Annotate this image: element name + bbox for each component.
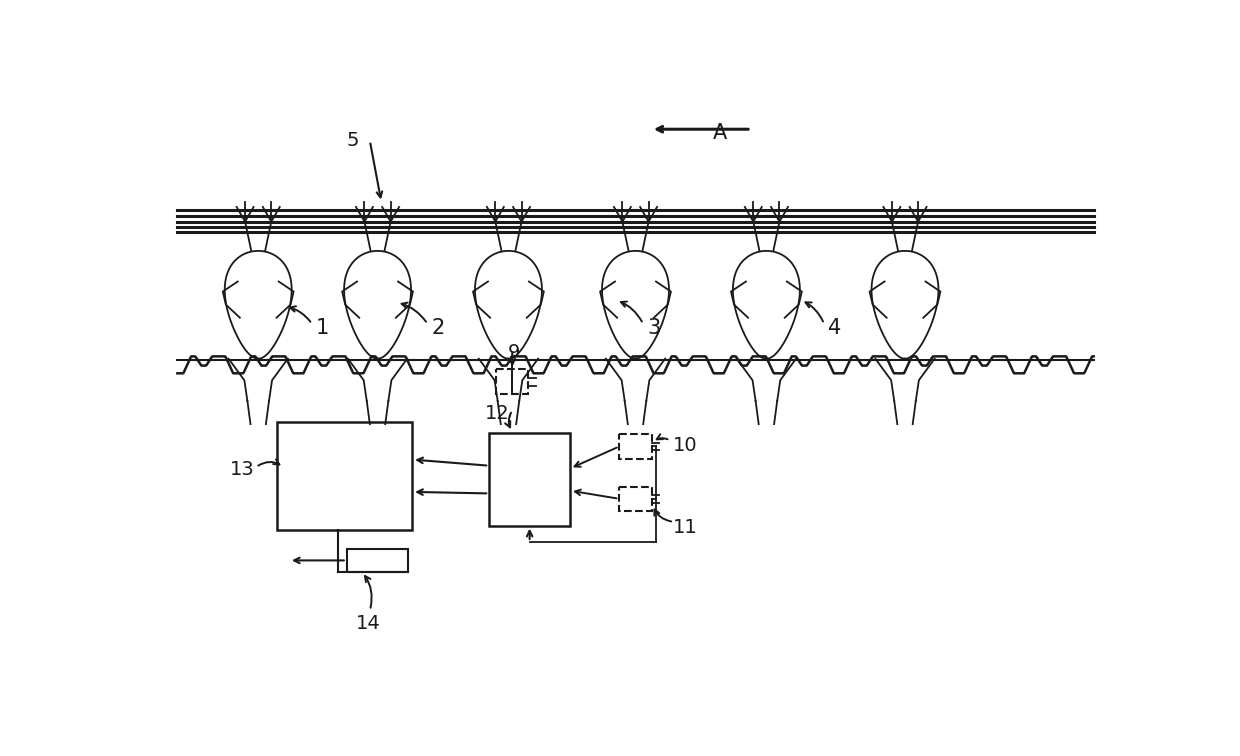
Text: 9: 9 (507, 343, 520, 362)
Bar (619, 434, 652, 459)
Text: 5: 5 (347, 131, 360, 150)
Text: 4: 4 (828, 318, 841, 338)
Text: 1: 1 (316, 318, 329, 338)
Bar (496, 370, 528, 394)
Text: 10: 10 (672, 435, 697, 454)
Text: 14: 14 (356, 615, 381, 634)
Text: 3: 3 (647, 318, 660, 338)
Text: 12: 12 (485, 404, 510, 423)
Text: 2: 2 (432, 318, 445, 338)
Text: A: A (713, 123, 727, 143)
Bar (347, 549, 408, 572)
Bar (278, 422, 412, 530)
Text: 13: 13 (229, 460, 254, 479)
Text: 11: 11 (672, 518, 697, 537)
Bar (619, 487, 652, 511)
Bar (490, 433, 570, 525)
